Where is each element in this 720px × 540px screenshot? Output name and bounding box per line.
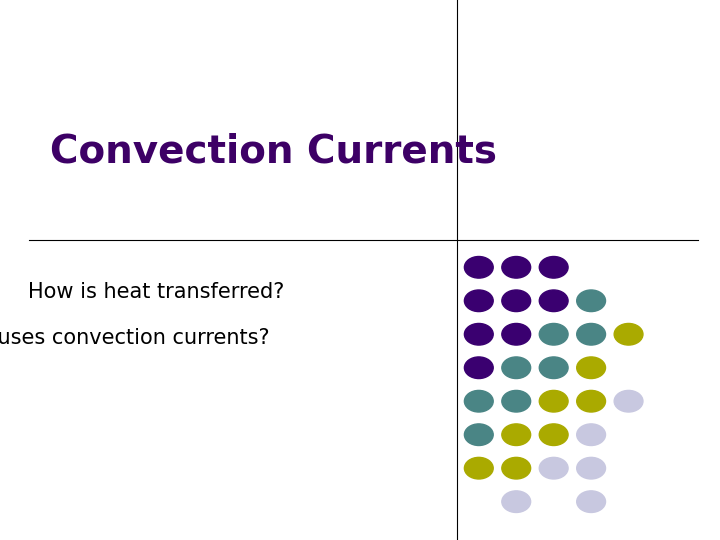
Circle shape — [464, 457, 493, 479]
Circle shape — [577, 491, 606, 512]
Circle shape — [464, 256, 493, 278]
Circle shape — [464, 390, 493, 412]
Circle shape — [464, 424, 493, 446]
Text: What causes convection currents?: What causes convection currents? — [0, 327, 270, 348]
Circle shape — [539, 290, 568, 312]
Circle shape — [539, 256, 568, 278]
Circle shape — [502, 491, 531, 512]
Circle shape — [577, 390, 606, 412]
Circle shape — [614, 323, 643, 345]
Circle shape — [539, 357, 568, 379]
Circle shape — [502, 290, 531, 312]
Circle shape — [464, 357, 493, 379]
Circle shape — [502, 256, 531, 278]
Circle shape — [464, 323, 493, 345]
Circle shape — [502, 357, 531, 379]
Circle shape — [539, 390, 568, 412]
Circle shape — [577, 357, 606, 379]
Circle shape — [577, 290, 606, 312]
Circle shape — [577, 323, 606, 345]
Text: Convection Currents: Convection Currents — [50, 132, 498, 170]
Circle shape — [539, 424, 568, 446]
Circle shape — [502, 457, 531, 479]
Circle shape — [502, 424, 531, 446]
Circle shape — [502, 323, 531, 345]
Circle shape — [502, 390, 531, 412]
Circle shape — [614, 390, 643, 412]
Circle shape — [577, 457, 606, 479]
Circle shape — [577, 424, 606, 446]
Text: How is heat transferred?: How is heat transferred? — [28, 281, 284, 302]
Circle shape — [539, 457, 568, 479]
Circle shape — [464, 290, 493, 312]
Circle shape — [539, 323, 568, 345]
